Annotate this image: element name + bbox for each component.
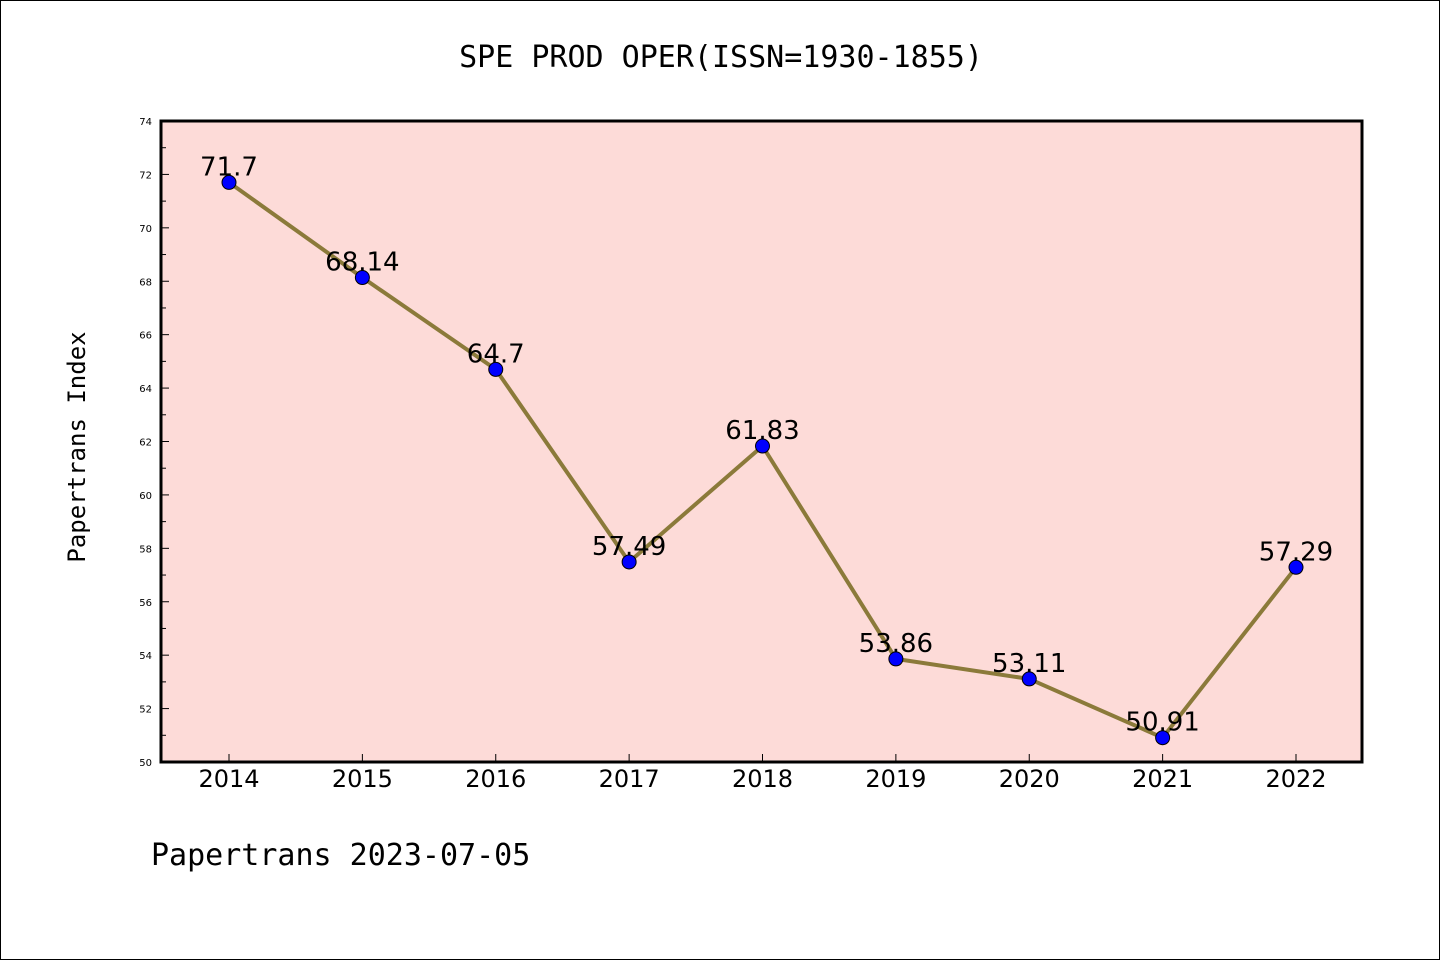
data-point (221, 174, 237, 190)
data-labels: 71.7 68.14 64.7 57.49 61.83 53.86 53.11 50.91 57… (200, 152, 1333, 737)
y-tick-label: 74 (139, 117, 152, 128)
y-tick-label: 52 (139, 705, 152, 716)
data-point (755, 438, 770, 454)
y-tick-label: 72 (139, 170, 152, 181)
data-label: 57.49 (592, 532, 666, 562)
footer-stamp: Papertrans 2023-07-05 (151, 838, 530, 873)
y-tick-label: 58 (139, 544, 152, 555)
y-tick-label: 60 (139, 491, 152, 502)
data-label: 61.83 (725, 416, 799, 446)
x-tick-label: 2018 (732, 765, 793, 793)
y-axis-label: Papertrans Index (63, 331, 91, 562)
chart-title: SPE PROD OPER(ISSN=1930-1855) (459, 40, 983, 75)
data-label: 53.11 (992, 649, 1066, 679)
x-tick-label: 2014 (198, 765, 259, 793)
data-point (488, 361, 504, 377)
data-label: 57.29 (1259, 537, 1333, 567)
y-tick-label: 66 (139, 331, 152, 342)
x-tick-label: 2021 (1132, 765, 1193, 793)
data-label: 64.7 (467, 339, 525, 369)
y-tick-label: 56 (139, 598, 152, 609)
x-tick-label: 2017 (599, 765, 660, 793)
data-label: 50.91 (1125, 708, 1199, 738)
plot-border (159, 119, 1364, 764)
data-point (354, 270, 370, 286)
y-tick-label: 70 (139, 224, 152, 235)
x-tick-label: 2022 (1265, 765, 1326, 793)
data-point (888, 651, 904, 667)
data-point (1021, 671, 1037, 687)
data-point (1288, 559, 1304, 575)
x-tick-label: 2020 (999, 765, 1060, 793)
y-tick-label: 54 (139, 651, 152, 662)
data-label: 71.7 (200, 152, 258, 182)
y-tick-label: 50 (139, 758, 152, 769)
y-tick-label: 68 (139, 277, 152, 288)
x-tick-label: 2016 (465, 765, 526, 793)
data-label: 68.14 (325, 248, 399, 278)
data-point (621, 554, 637, 570)
x-axis: 2014 2015 2016 2017 2018 2019 2020 2021 2022 (198, 754, 1327, 793)
data-point (1155, 730, 1171, 746)
x-tick-label: 2015 (332, 765, 393, 793)
data-label: 53.86 (859, 629, 933, 659)
series-markers (221, 174, 1304, 746)
y-tick-label: 64 (139, 384, 152, 395)
x-tick-label: 2019 (865, 765, 926, 793)
y-tick-label: 62 (139, 438, 152, 449)
